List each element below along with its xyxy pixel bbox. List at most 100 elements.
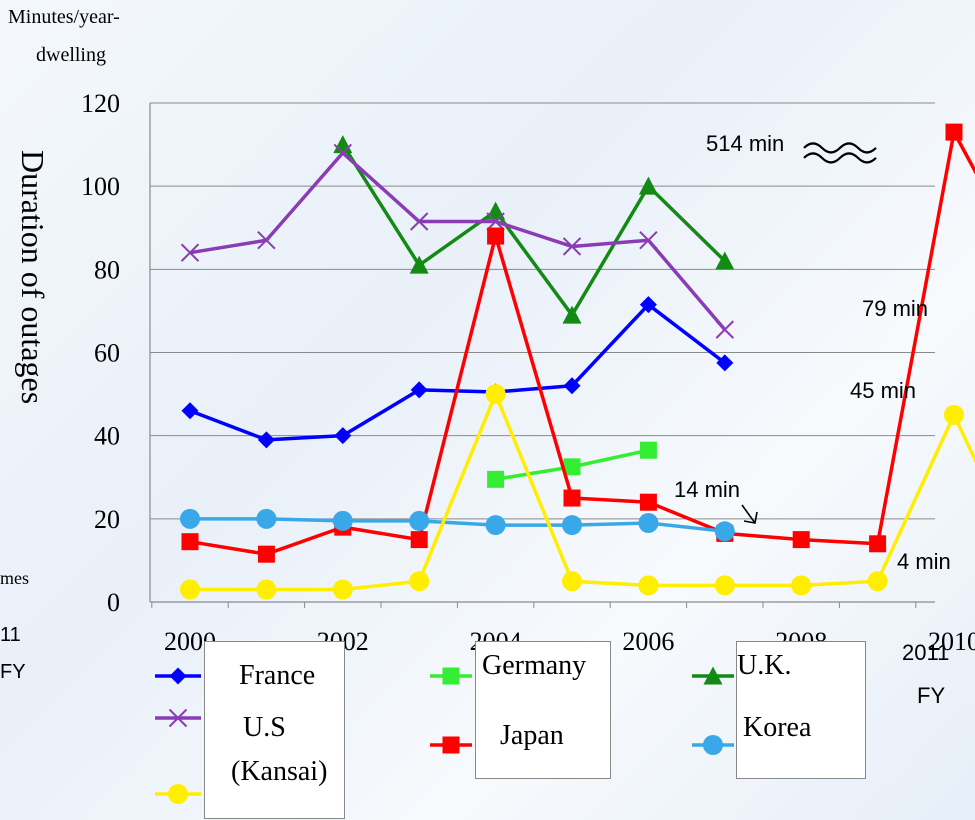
point-us-2000 — [180, 243, 200, 262]
point-korea-2007 — [714, 521, 735, 542]
unit-label-line1: Minutes/year- — [8, 6, 120, 28]
grid-lines — [150, 102, 935, 520]
annotation-79-min: 79 min — [862, 296, 929, 321]
legend-box-3: U.K. Korea — [736, 641, 866, 779]
point-kansai-2007 — [714, 575, 735, 596]
point-uk-2002 — [333, 135, 353, 154]
tick-labels: 020406080100120200020022004200620082010 — [81, 89, 975, 656]
x-tick-label-2006: 2006 — [622, 627, 674, 656]
point-korea-2000 — [180, 508, 200, 529]
series-kansai — [180, 384, 975, 600]
point-france-2000 — [181, 402, 199, 420]
point-uk-2006 — [638, 176, 658, 195]
break-wave — [803, 142, 877, 154]
legend-box-1: France U.S (Kansai) — [204, 641, 345, 819]
point-us-2001 — [257, 231, 276, 250]
legend-label-korea: Korea — [743, 712, 812, 743]
annotation-45-min: 45 min — [850, 378, 917, 403]
series-line-uk — [341, 143, 727, 317]
annotation-14-min: 14 min — [674, 477, 741, 502]
point-japan-2009 — [869, 535, 887, 553]
arrow-shaft — [741, 504, 756, 524]
point-us-2006 — [639, 231, 658, 250]
x-tick-2011: 2011 — [902, 640, 950, 665]
point-france-2002 — [334, 427, 352, 445]
legend-label-us: U.S — [243, 712, 286, 743]
legend-marker-germany — [430, 667, 472, 685]
legend-marker-us — [155, 708, 201, 728]
point-germany-2005 — [563, 458, 581, 476]
series-japan — [181, 123, 975, 563]
cropped-text-fragment: FY — [0, 661, 26, 683]
point-japan-2010 — [945, 123, 963, 141]
unit-label-line2: dwelling — [36, 44, 106, 66]
point-us-2004 — [486, 212, 505, 231]
axis-break-mark — [803, 142, 877, 164]
point-france-2001 — [257, 431, 275, 449]
point-japan-2004 — [487, 227, 505, 245]
point-uk-2007 — [715, 251, 735, 270]
axes — [149, 103, 935, 608]
y-tick-label-60: 60 — [94, 339, 120, 368]
point-uk-2003 — [409, 255, 429, 274]
legend-label-germany: Germany — [482, 650, 587, 681]
series-uk — [333, 135, 735, 324]
point-kansai-2005 — [562, 571, 582, 592]
point-uk-2005 — [562, 305, 582, 324]
y-tick-label-100: 100 — [81, 172, 120, 201]
legend-marker-korea — [692, 735, 734, 755]
legend-label-uk: U.K. — [737, 650, 792, 681]
point-korea-2003 — [409, 510, 430, 531]
point-kansai-2004 — [485, 384, 506, 405]
point-japan-2003 — [410, 531, 428, 549]
point-kansai-2000 — [180, 579, 200, 600]
point-kansai-2006 — [638, 575, 659, 596]
series-germany — [487, 441, 657, 488]
point-us-2003 — [409, 212, 429, 231]
legend-marker-uk — [692, 666, 734, 685]
series-line-france — [189, 302, 726, 442]
point-uk-2004 — [486, 201, 506, 220]
annotation-arrow — [741, 504, 758, 524]
legend-label-japan: Japan — [500, 720, 564, 751]
y-tick-label-80: 80 — [94, 255, 120, 284]
point-us-2007 — [715, 320, 735, 339]
point-kansai-2002 — [332, 579, 353, 600]
arrow-head — [743, 511, 758, 524]
y-tick-label-0: 0 — [107, 588, 120, 617]
break-wave — [803, 152, 877, 164]
series-lines — [180, 123, 975, 600]
y-tick-label-20: 20 — [94, 505, 120, 534]
point-kansai-2009 — [867, 571, 888, 592]
point-kansai-2008 — [791, 575, 812, 596]
legend-marker-kansai — [155, 784, 201, 804]
series-line-us — [189, 151, 727, 331]
x-tick-label-2010: 2010 — [928, 627, 975, 656]
series-us — [180, 143, 735, 339]
series-line-korea — [190, 517, 725, 534]
point-france-2006 — [639, 296, 657, 314]
point-germany-2006 — [639, 441, 657, 459]
x-axis-unit-fy: FY — [917, 683, 946, 708]
point-france-2005 — [563, 377, 581, 395]
point-japan-2000 — [181, 533, 199, 551]
series-france — [181, 296, 734, 449]
y-axis-title: Duration of outages — [15, 150, 51, 405]
point-france-2003 — [410, 381, 428, 399]
annotation-4-min: 4 min — [897, 549, 951, 574]
point-germany-2004 — [487, 470, 505, 488]
series-line-japan — [189, 130, 975, 556]
series-korea — [180, 508, 735, 542]
point-kansai-2003 — [409, 571, 430, 592]
point-france-2007 — [716, 354, 734, 372]
point-korea-2002 — [332, 510, 353, 531]
point-korea-2001 — [256, 508, 277, 529]
point-us-2005 — [562, 237, 582, 256]
y-tick-label-120: 120 — [81, 89, 120, 118]
legend-label-france: France — [239, 660, 316, 691]
y-tick-label-40: 40 — [94, 422, 120, 451]
point-kansai-2001 — [256, 579, 277, 600]
point-japan-2005 — [563, 489, 581, 507]
legend-box-2: Germany Japan — [475, 641, 611, 779]
